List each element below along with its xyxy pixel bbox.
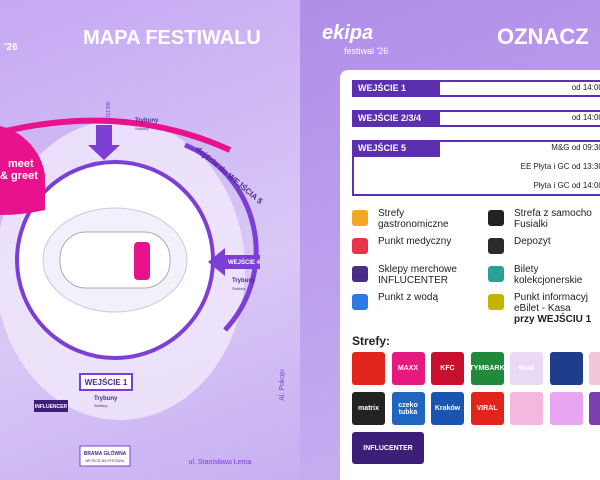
entrance-time: od 14:00 do [571,113,600,122]
zone-tile [549,352,583,385]
gate-label: WEJŚCIE 1 [85,378,128,387]
stands-label: Trybuny [94,396,118,402]
main-gate-label: BRAMA GŁÓWNA [84,449,127,457]
meet-label: & greet [0,170,38,182]
legend-icon [352,266,368,282]
map: '26 MAPA FESTIWALU meet & greet WEJŚCIE … [0,27,286,467]
legend-text: przy WEJŚCIU 1 [514,314,592,325]
logo-sub: festiwal '26 [344,46,389,56]
legend-text: Sklepy merchowe [378,264,457,275]
zone-tile [589,352,600,385]
legend-text: eBilet - Kasa [514,303,571,314]
entrance-time: EE Płyta i GC od 13:30 do [520,162,600,171]
legend-text: Strefa z samocho [514,208,592,219]
legend-text: Bilety [514,264,539,275]
street-label: Al. Pokoju [279,369,286,401]
influencer-box [34,400,68,412]
gate-arrow [88,125,120,160]
zone-tile [352,352,385,385]
main-gate-sub: WEJŚCIE NA FESTIWAL [85,458,125,463]
zone-tile [549,392,583,425]
street-label: ul. Stanisława Lema [189,459,252,466]
field [59,231,171,289]
legend-icon [488,210,504,226]
zone-tile: tbud [510,352,543,385]
main-gate-box [79,445,131,467]
zone-tile: INFLUCENTER [352,432,424,464]
legend-icon [352,210,368,226]
stage [134,242,150,280]
zone-tile: Kraków [431,392,464,425]
stands-label: Trybuny [232,278,256,284]
legend-icon [488,238,504,254]
legend-card: WEJŚCIE 1 od 14:00 do WEJŚCIE 2/3/4 od 14:0… [340,70,600,480]
legend-text: Punkt z wodą [378,292,439,303]
zone-tile: MAXX [391,352,425,385]
entrance-name: WEJŚCIE 1 [352,80,440,97]
stands-sectors: Sektory [135,126,149,131]
zone-tile: czeko tubka [391,392,425,425]
legend-icon [488,294,504,310]
zone-tile: TYMBARK [470,352,505,385]
entrance-time: od 14:00 do [571,83,600,92]
entrance-name: WEJŚCIE 5 [352,140,440,157]
gate-arrow [208,248,260,276]
zone-tile: VIRAL [470,392,504,425]
zone-tile [510,392,543,425]
legend-text: Punkt informacyj [514,292,588,303]
legend-title: OZNACZ [497,24,589,49]
legend-text: Punkt medyczny [378,236,452,247]
legend-icon [488,266,504,282]
legend-panel: ekipa festiwal '26 OZNACZ WEJŚCIE 1 od 14… [300,0,600,480]
legend-text: INFLUCENTER [378,275,449,286]
zones-title: Strefy: [352,334,391,348]
legend-text: Strefy [378,208,405,219]
year: '26 [4,42,18,53]
zone-tile: matrix [352,392,385,425]
entrance-name: WEJŚCIE 2/3/4 [352,110,440,127]
legend-icon [352,294,368,310]
gate-box [79,373,133,391]
stands-sectors: Sektory [94,403,108,408]
gate-label: WEJŚCIE 4 [228,259,261,266]
zone-tile [589,392,600,425]
legend-text: Fusialki [514,219,548,230]
entrance-frame [352,140,600,196]
map-panel: '26 MAPA FESTIWALU meet & greet WEJŚCIE … [0,0,300,480]
legend-text: gastronomiczne [378,219,449,230]
influencer-label: INFLUENCER [35,404,68,410]
gate-label: WEJŚCIE 3 [104,102,112,129]
route [184,142,259,332]
entrance-time: Płyta i GC od 14:00 do [533,181,600,190]
zone-tile: KFC [431,352,464,385]
meet-label: meet [8,158,34,170]
entrance-time: M&G od 09:30 do [551,143,600,152]
stands-sectors: Sektory [232,286,246,291]
map-title: MAPA FESTIWALU [83,27,261,49]
legend-icon [352,238,368,254]
logo: ekipa [322,22,374,44]
stands-label: Trybuny [135,118,159,124]
legend-text: Depozyt [514,236,551,247]
route [0,117,232,153]
meet-zone [0,126,45,215]
legend-text: kolekcjonerskie [514,275,583,286]
